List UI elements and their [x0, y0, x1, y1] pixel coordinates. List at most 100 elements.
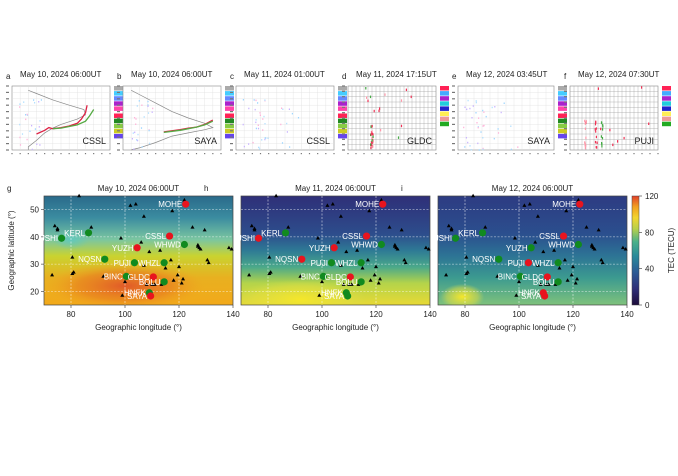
- ionosonde-triangle: [89, 225, 94, 229]
- echo-point: [497, 132, 500, 134]
- echo-point: [288, 108, 290, 110]
- legend-swatch: [114, 86, 123, 91]
- station-marker-jshi: [254, 234, 263, 242]
- station-marker-jshi: [451, 234, 460, 242]
- x-tick-label: [163, 153, 165, 155]
- x-tick-label: [411, 153, 413, 155]
- ionogram-panel-b: b May 10, 2024 06:00UT SAYA: [117, 70, 234, 155]
- tec-map-panel-i: i May 12, 2024 06:00UT 80 100 120 140 Geograph…: [401, 184, 634, 332]
- colorbar: 0 40 80 120 TEC (TECU): [631, 192, 676, 310]
- station-name-cssl: CSSL: [145, 232, 166, 241]
- echo-point: [400, 99, 403, 102]
- echo-point: [595, 145, 597, 149]
- ionosonde-triangle: [163, 266, 168, 270]
- x-tick-label: [52, 153, 54, 155]
- y-tick-label: [452, 136, 455, 138]
- echo-point: [291, 112, 293, 115]
- echo-point: [601, 142, 603, 145]
- y-tick-label: [6, 123, 9, 125]
- panel-title: May 10, 2024 06:00UT: [20, 70, 101, 79]
- echo-point: [400, 124, 403, 128]
- x-tick-label: [35, 153, 38, 155]
- echo-point: [152, 107, 154, 110]
- ionosonde-triangle: [538, 282, 543, 286]
- y-tick-label: [117, 149, 120, 151]
- x-tick-label: [529, 153, 531, 155]
- x-tick-label: [513, 153, 515, 155]
- station-marker-gldc: [543, 273, 551, 281]
- y-tick-label: [342, 117, 345, 119]
- echo-point: [370, 146, 372, 150]
- ionosonde-triangle: [179, 281, 184, 285]
- echo-point: [371, 139, 373, 142]
- echo-point: [477, 126, 479, 129]
- ionosonde-triangle: [576, 197, 581, 202]
- echo-point: [483, 111, 485, 113]
- station-name-yuzh: YUZH: [309, 244, 331, 253]
- x-tick-label: [545, 153, 547, 155]
- echo-point: [26, 113, 28, 116]
- x-tick-label: 120: [369, 310, 383, 319]
- echo-point: [147, 100, 149, 103]
- x-tick-label: 140: [620, 310, 634, 319]
- echo-point: [254, 108, 256, 111]
- legend-swatch: [225, 133, 234, 139]
- station-name-jshi: JSHI: [435, 234, 452, 243]
- station-name-hnfk: HNFK: [124, 289, 146, 298]
- x-tick-label: 80: [67, 310, 76, 319]
- legend-swatch: [558, 133, 567, 139]
- echo-point: [410, 95, 412, 99]
- x-tick-label: [93, 153, 95, 155]
- station-marker-jshi: [57, 234, 66, 242]
- echo-point: [482, 125, 484, 127]
- ionosonde-triangle: [50, 272, 55, 277]
- ionosonde-triangle: [360, 266, 365, 270]
- y-tick-label: [342, 85, 345, 87]
- echo-point: [19, 106, 21, 108]
- echo-point: [480, 131, 482, 133]
- ionosonde-triangle: [325, 203, 330, 207]
- x-tick-label: [633, 153, 635, 155]
- ionosonde-triangle: [376, 281, 381, 285]
- echo-point: [595, 127, 597, 130]
- ionosonde-triangle: [52, 223, 57, 228]
- echo-point: [255, 127, 257, 130]
- station-name-binc: BINC: [498, 272, 517, 281]
- panel-letter: i: [401, 184, 403, 193]
- legend-swatch: [338, 133, 347, 139]
- y-tick-label: 30: [30, 260, 39, 269]
- station-marker-mohe: [379, 200, 387, 208]
- echo-point: [264, 99, 266, 101]
- echo-point: [38, 126, 40, 128]
- legend-swatch: [662, 91, 671, 96]
- echo-point: [19, 136, 21, 139]
- echo-point: [255, 121, 257, 124]
- panel-letter: h: [204, 184, 208, 193]
- y-tick-label: [6, 91, 9, 93]
- y-tick-label: [342, 122, 345, 124]
- station-name-bolu: BOLU: [139, 278, 161, 287]
- x-tick-label: [251, 153, 253, 155]
- x-tick-label: 100: [118, 310, 132, 319]
- station-marker-puji: [524, 259, 533, 267]
- ionosonde-triangle: [584, 225, 589, 229]
- echo-point: [601, 121, 603, 125]
- y-tick-label: [230, 130, 233, 132]
- x-tick-label: [122, 153, 124, 155]
- station-name-whwd: WHWD: [548, 241, 575, 250]
- x-tick-label: [537, 153, 539, 155]
- x-tick-label: 100: [512, 310, 526, 319]
- plot-frame: [43, 195, 234, 306]
- legend-swatch: [225, 123, 234, 129]
- y-axis-label: Geographic latitude (°): [7, 210, 16, 290]
- ionosonde-triangle: [399, 227, 404, 232]
- echo-point: [264, 123, 266, 125]
- ionosonde-triangle: [533, 240, 538, 244]
- x-tick-label: 140: [423, 310, 437, 319]
- echo-point: [243, 145, 245, 148]
- y-tick-label: [564, 85, 567, 87]
- ionosonde-triangle: [569, 272, 574, 277]
- x-tick-label: [146, 153, 149, 155]
- legend-swatch: [440, 91, 449, 96]
- y-tick-label: [564, 144, 567, 146]
